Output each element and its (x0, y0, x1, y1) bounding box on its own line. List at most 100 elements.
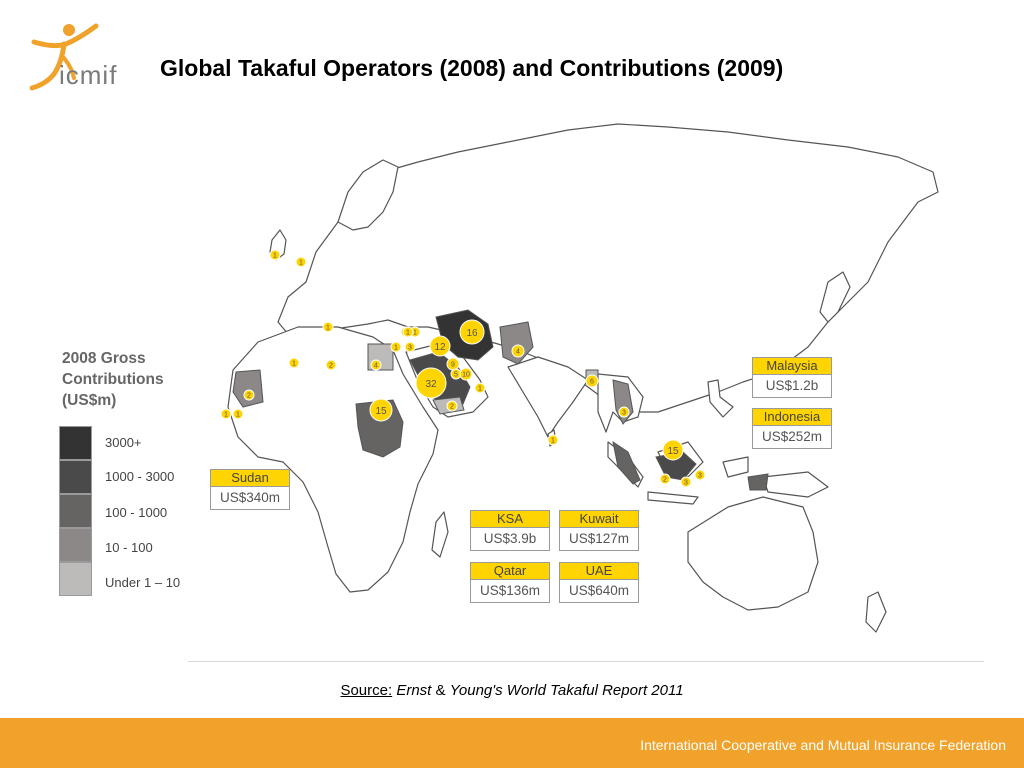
legend-label: 3000+ (105, 435, 142, 450)
legend-title-line: Contributions (62, 371, 164, 388)
marker-label: 5 (454, 372, 458, 379)
marker-malaysia (659, 473, 671, 485)
marker-algeria (288, 357, 300, 369)
marker-sudan (369, 398, 393, 422)
australia (687, 496, 819, 611)
philippines (707, 379, 734, 418)
stat-box-name: Sudan (211, 470, 289, 487)
marker-tunisia (322, 321, 334, 333)
marker-label: 1 (273, 253, 277, 260)
marker-libya (325, 359, 337, 371)
logo-text: icmif (59, 60, 118, 90)
marker-sri-lanka (547, 434, 559, 446)
marker-label: 4 (374, 363, 378, 370)
marker-iran (459, 319, 485, 345)
india (507, 356, 589, 438)
legend-swatch-under-10 (59, 562, 92, 596)
marker-mauritania (243, 389, 255, 401)
marker-egypt (370, 359, 382, 371)
marker-label: 15 (375, 406, 387, 417)
marker-yemen (446, 400, 458, 412)
marker-label: 1 (478, 386, 482, 393)
stat-box-value: US$136m (479, 583, 541, 598)
new-zealand (865, 591, 887, 633)
stat-box-name: UAE (560, 563, 638, 580)
marker-saudi-arabia (415, 367, 447, 399)
marker-label: 1 (551, 438, 555, 445)
stat-box-sudan: Sudan US$340m (210, 469, 290, 510)
marker-label: 2 (247, 393, 251, 400)
marker-label: 3 (622, 410, 626, 417)
legend-title-line: 2008 Gross (62, 350, 146, 367)
source-text-a: Ernst (396, 682, 432, 699)
marker-label: 3 (698, 473, 702, 480)
marker-label: 15 (667, 446, 679, 457)
marker-lebanon (390, 341, 402, 353)
marker-label: 1 (299, 260, 303, 267)
marker-label: 1 (394, 345, 398, 352)
marker-label: 1 (406, 330, 410, 337)
legend-label: 100 - 1000 (105, 505, 168, 520)
land-outlines (227, 123, 939, 633)
legend-swatch-3000plus (59, 426, 92, 460)
footer-text: International Cooperative and Mutual Ins… (640, 737, 1006, 753)
marker-label: 4 (516, 349, 520, 356)
marker-jordan (404, 341, 416, 353)
marker-label: 1 (413, 330, 417, 337)
marker-label: 2 (450, 404, 454, 411)
scandinavia (337, 159, 399, 231)
marker-gambia (232, 408, 244, 420)
stat-box-value: US$252m (761, 429, 823, 444)
stat-box-value: US$3.9b (483, 531, 537, 546)
footer-bar: International Cooperative and Mutual Ins… (0, 718, 1024, 768)
marker-belgium (295, 256, 307, 268)
pakistan-shape (499, 321, 534, 365)
marker-uae (459, 367, 473, 381)
marker-label: 16 (466, 328, 478, 339)
divider-line (188, 661, 984, 662)
source-label: Source: (340, 682, 393, 699)
marker-indonesia (694, 469, 706, 481)
stat-box-value: US$1.2b (765, 378, 819, 393)
marker-label: 10 (462, 372, 470, 379)
legend-swatch-1000-3000 (59, 460, 92, 494)
legend-swatch-100-1000 (59, 494, 92, 528)
malaysia-shape (612, 440, 641, 485)
marker-label: 1 (326, 325, 330, 332)
icmif-logo-icon (29, 23, 99, 91)
legend-title-line: (US$m) (62, 392, 117, 409)
mauritania-shape (232, 369, 264, 408)
stat-box-name: Qatar (471, 563, 549, 580)
legend-label: 10 - 100 (105, 540, 153, 555)
world-map: 1111221141511131161295103212461321533 (220, 123, 939, 633)
marker-label: 1 (224, 412, 228, 419)
source-amp: & (435, 682, 446, 699)
stat-box-ksa: KSA US$3.9b (470, 510, 550, 551)
marker-kuwait (429, 335, 451, 357)
marker-senegal (220, 408, 232, 420)
marker-oman (474, 382, 486, 394)
stat-box-name: KSA (471, 511, 549, 528)
marker-label: 9 (451, 362, 455, 369)
legend-label: 1000 - 3000 (105, 469, 175, 484)
marker-bangladesh (585, 374, 599, 388)
marker-indonesia-2 (680, 476, 692, 488)
marker-label: 3 (684, 480, 688, 487)
page-title: Global Takaful Operators (2008) and Cont… (160, 55, 784, 81)
marker-label: 12 (434, 342, 446, 353)
marker-label: 1 (236, 412, 240, 419)
indonesia-islands (607, 441, 829, 505)
stat-box-name: Malaysia (753, 358, 831, 375)
africa (227, 326, 439, 593)
markers-group: 1111221141511131161295103212461321533 (220, 249, 706, 488)
marker-pakistan (511, 344, 525, 358)
stat-box-qatar: Qatar US$136m (470, 562, 550, 603)
marker-label: 2 (663, 477, 667, 484)
marker-label: 1 (292, 361, 296, 368)
madagascar (431, 511, 449, 558)
legend-swatch-10-100 (59, 528, 92, 562)
indonesia-east-shape (747, 473, 769, 491)
stat-box-kuwait: Kuwait US$127m (559, 510, 639, 551)
stat-box-value: US$127m (568, 531, 630, 546)
marker-united-kingdom (269, 249, 281, 261)
